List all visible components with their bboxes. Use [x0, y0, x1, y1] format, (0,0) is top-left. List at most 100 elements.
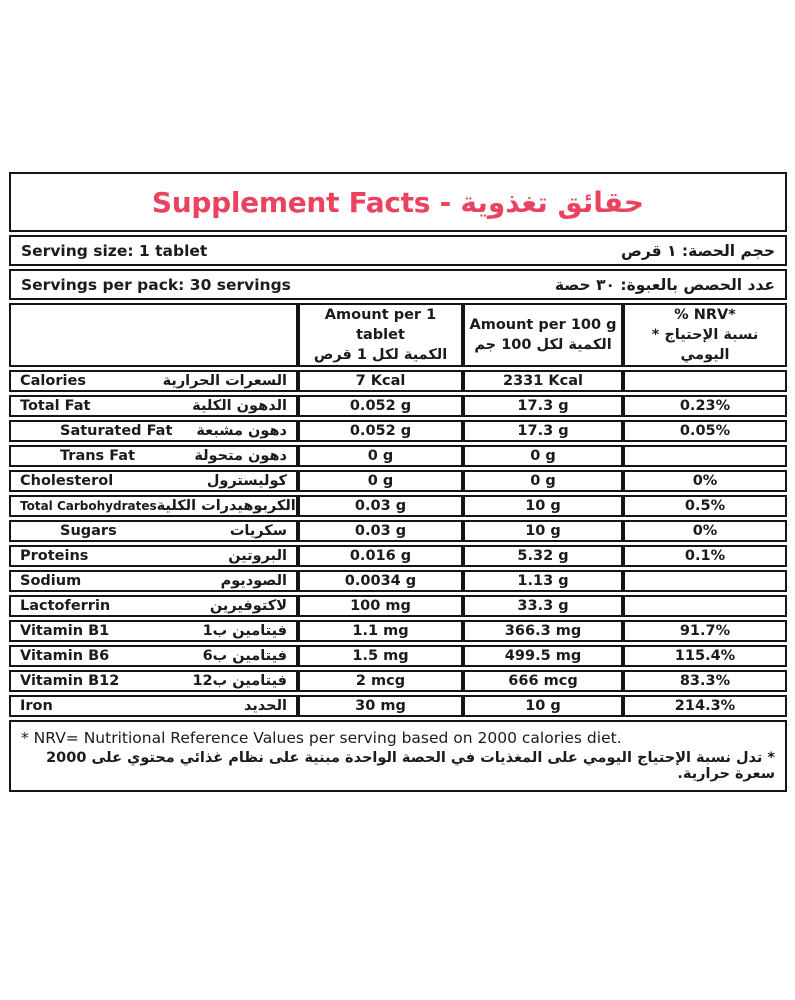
amount-per-100g-cell: 10 g: [463, 520, 623, 542]
amount-per-100g-cell: 33.3 g: [463, 595, 623, 617]
amount-per-100g-cell: 10 g: [463, 495, 623, 517]
nutrient-name-cell: Trans Fat دهون متحولة: [9, 445, 298, 467]
nutrient-name-ar: فيتامين ب1: [202, 623, 287, 639]
amount-per-100g-cell: 10 g: [463, 695, 623, 717]
nrv-percent-cell: 0.23%: [623, 395, 787, 417]
nutrient-name-en: Iron: [20, 698, 53, 714]
amount-per-tablet-cell: 1.5 mg: [298, 645, 463, 667]
amount-per-100g-cell: 17.3 g: [463, 395, 623, 417]
servings-per-pack-en: Servings per pack: 30 servings: [21, 275, 291, 294]
nutrient-name-en: Calories: [20, 373, 86, 389]
amount-per-tablet-cell: 7 Kcal: [298, 370, 463, 392]
nutrient-name-en: Total Carbohydrates: [20, 499, 157, 513]
footnote-box: * NRV= Nutritional Reference Values per …: [9, 720, 787, 792]
header-amount-per-tablet: Amount per 1 tablet الكمية لكل 1 قرص: [298, 303, 463, 367]
nutrition-table: Amount per 1 tablet الكمية لكل 1 قرص Amo…: [9, 300, 787, 720]
nutrient-name-ar: البروتين: [228, 548, 287, 564]
servings-per-pack-ar: عدد الحصص بالعبوة: ٣٠ حصة: [554, 275, 775, 294]
nutrient-name-ar: كوليسترول: [206, 473, 287, 489]
amount-per-100g-cell: 2331 Kcal: [463, 370, 623, 392]
nutrient-name-cell: Total Carbohydrates الكربوهيدرات الكلية: [9, 495, 298, 517]
nutrient-name-cell: Proteins البروتين: [9, 545, 298, 567]
amount-per-tablet-cell: 0.052 g: [298, 420, 463, 442]
nutrient-name-cell: Iron الحديد: [9, 695, 298, 717]
footnote-ar: * تدل نسبة الإحتياج اليومي على المغذيات …: [46, 750, 775, 782]
nrv-percent-cell: 214.3%: [623, 695, 787, 717]
serving-size-en: Serving size: 1 tablet: [21, 241, 208, 260]
amount-per-100g-cell: 1.13 g: [463, 570, 623, 592]
nrv-percent-cell: 0.1%: [623, 545, 787, 567]
nutrition-table-body: Calories السعرات الحرارية 7 Kcal 2331 Kcal T…: [9, 370, 787, 717]
nutrient-name-en: Sugars: [60, 523, 117, 539]
nutrient-name-en: Total Fat: [20, 398, 91, 414]
nrv-percent-cell: [623, 570, 787, 592]
nrv-percent-cell: 83.3%: [623, 670, 787, 692]
amount-per-tablet-cell: 1.1 mg: [298, 620, 463, 642]
nutrient-name-ar: سكريات: [229, 523, 287, 539]
nutrient-name-cell: Calories السعرات الحرارية: [9, 370, 298, 392]
nrv-percent-cell: 115.4%: [623, 645, 787, 667]
table-row: Sodium الصوديوم 0.0034 g 1.13 g: [9, 570, 787, 592]
amount-per-tablet-cell: 2 mcg: [298, 670, 463, 692]
header-empty-cell: [9, 303, 298, 367]
table-header-row: Amount per 1 tablet الكمية لكل 1 قرص Amo…: [9, 303, 787, 367]
nrv-percent-cell: 0.5%: [623, 495, 787, 517]
nrv-percent-cell: [623, 595, 787, 617]
amount-per-tablet-cell: 100 mg: [298, 595, 463, 617]
amount-per-100g-cell: 0 g: [463, 445, 623, 467]
table-row: Proteins البروتين 0.016 g 5.32 g 0.1%: [9, 545, 787, 567]
amount-per-100g-cell: 0 g: [463, 470, 623, 492]
amount-per-100g-cell: 17.3 g: [463, 420, 623, 442]
table-row: Iron الحديد 30 mg 10 g 214.3%: [9, 695, 787, 717]
amount-per-100g-cell: 666 mcg: [463, 670, 623, 692]
nutrient-name-ar: الكربوهيدرات الكلية: [156, 498, 296, 514]
nutrient-name-cell: Total Fat الدهون الكلية: [9, 395, 298, 417]
nutrient-name-ar: دهون مشبعة: [196, 423, 287, 439]
table-row: Total Carbohydrates الكربوهيدرات الكلية 0.…: [9, 495, 787, 517]
amount-per-tablet-cell: 30 mg: [298, 695, 463, 717]
amount-per-tablet-cell: 0.0034 g: [298, 570, 463, 592]
table-row: Sugars سكريات 0.03 g 10 g 0%: [9, 520, 787, 542]
nutrient-name-en: Vitamin B12: [20, 673, 120, 689]
nutrient-name-en: Saturated Fat: [60, 423, 173, 439]
header-amount-per-100g-en: Amount per 100 g: [469, 317, 617, 333]
amount-per-tablet-cell: 0 g: [298, 445, 463, 467]
footnote-en: * NRV= Nutritional Reference Values per …: [21, 729, 622, 747]
header-amount-per-100g: Amount per 100 g الكمية لكل 100 جم: [463, 303, 623, 367]
amount-per-100g-cell: 499.5 mg: [463, 645, 623, 667]
nutrient-name-en: Trans Fat: [60, 448, 136, 464]
header-amount-per-tablet-ar: الكمية لكل 1 قرص: [313, 347, 448, 363]
nutrient-name-cell: Sugars سكريات: [9, 520, 298, 542]
nrv-percent-cell: [623, 445, 787, 467]
table-row: Vitamin B6 فيتامين ب6 1.5 mg 499.5 mg 115.4%: [9, 645, 787, 667]
header-amount-per-tablet-en: Amount per 1 tablet: [324, 307, 437, 343]
nrv-percent-cell: [623, 370, 787, 392]
supplement-facts-label: Supplement Facts - حقائق تغذوية Serving …: [9, 172, 787, 795]
header-nrv-percent-ar: * نسبة الإحتياج اليومي: [651, 327, 759, 363]
nutrient-name-ar: الصوديوم: [220, 573, 287, 589]
table-row: Calories السعرات الحرارية 7 Kcal 2331 Kcal: [9, 370, 787, 392]
nrv-percent-cell: 0%: [623, 470, 787, 492]
nutrient-name-en: Lactoferrin: [20, 598, 111, 614]
nutrient-name-cell: Vitamin B6 فيتامين ب6: [9, 645, 298, 667]
nrv-percent-cell: 91.7%: [623, 620, 787, 642]
nutrient-name-ar: دهون متحولة: [194, 448, 287, 464]
nutrient-name-ar: فيتامين ب12: [192, 673, 287, 689]
amount-per-tablet-cell: 0.03 g: [298, 495, 463, 517]
table-row: Lactoferrin لاكتوفيرين 100 mg 33.3 g: [9, 595, 787, 617]
nutrient-name-cell: Saturated Fat دهون مشبعة: [9, 420, 298, 442]
table-row: Vitamin B12 فيتامين ب12 2 mcg 666 mcg 83.3%: [9, 670, 787, 692]
serving-size-ar: حجم الحصة: ١ قرص: [621, 241, 775, 260]
nutrient-name-ar: الحديد: [243, 698, 287, 714]
amount-per-tablet-cell: 0 g: [298, 470, 463, 492]
header-nrv-percent-en: % NRV*: [674, 307, 736, 323]
amount-per-tablet-cell: 0.03 g: [298, 520, 463, 542]
table-row: Vitamin B1 فيتامين ب1 1.1 mg 366.3 mg 91.7%: [9, 620, 787, 642]
nutrient-name-ar: لاكتوفيرين: [209, 598, 287, 614]
nutrient-name-cell: Vitamin B1 فيتامين ب1: [9, 620, 298, 642]
nutrient-name-ar: السعرات الحرارية: [162, 373, 287, 389]
header-amount-per-100g-ar: الكمية لكل 100 جم: [474, 337, 612, 353]
